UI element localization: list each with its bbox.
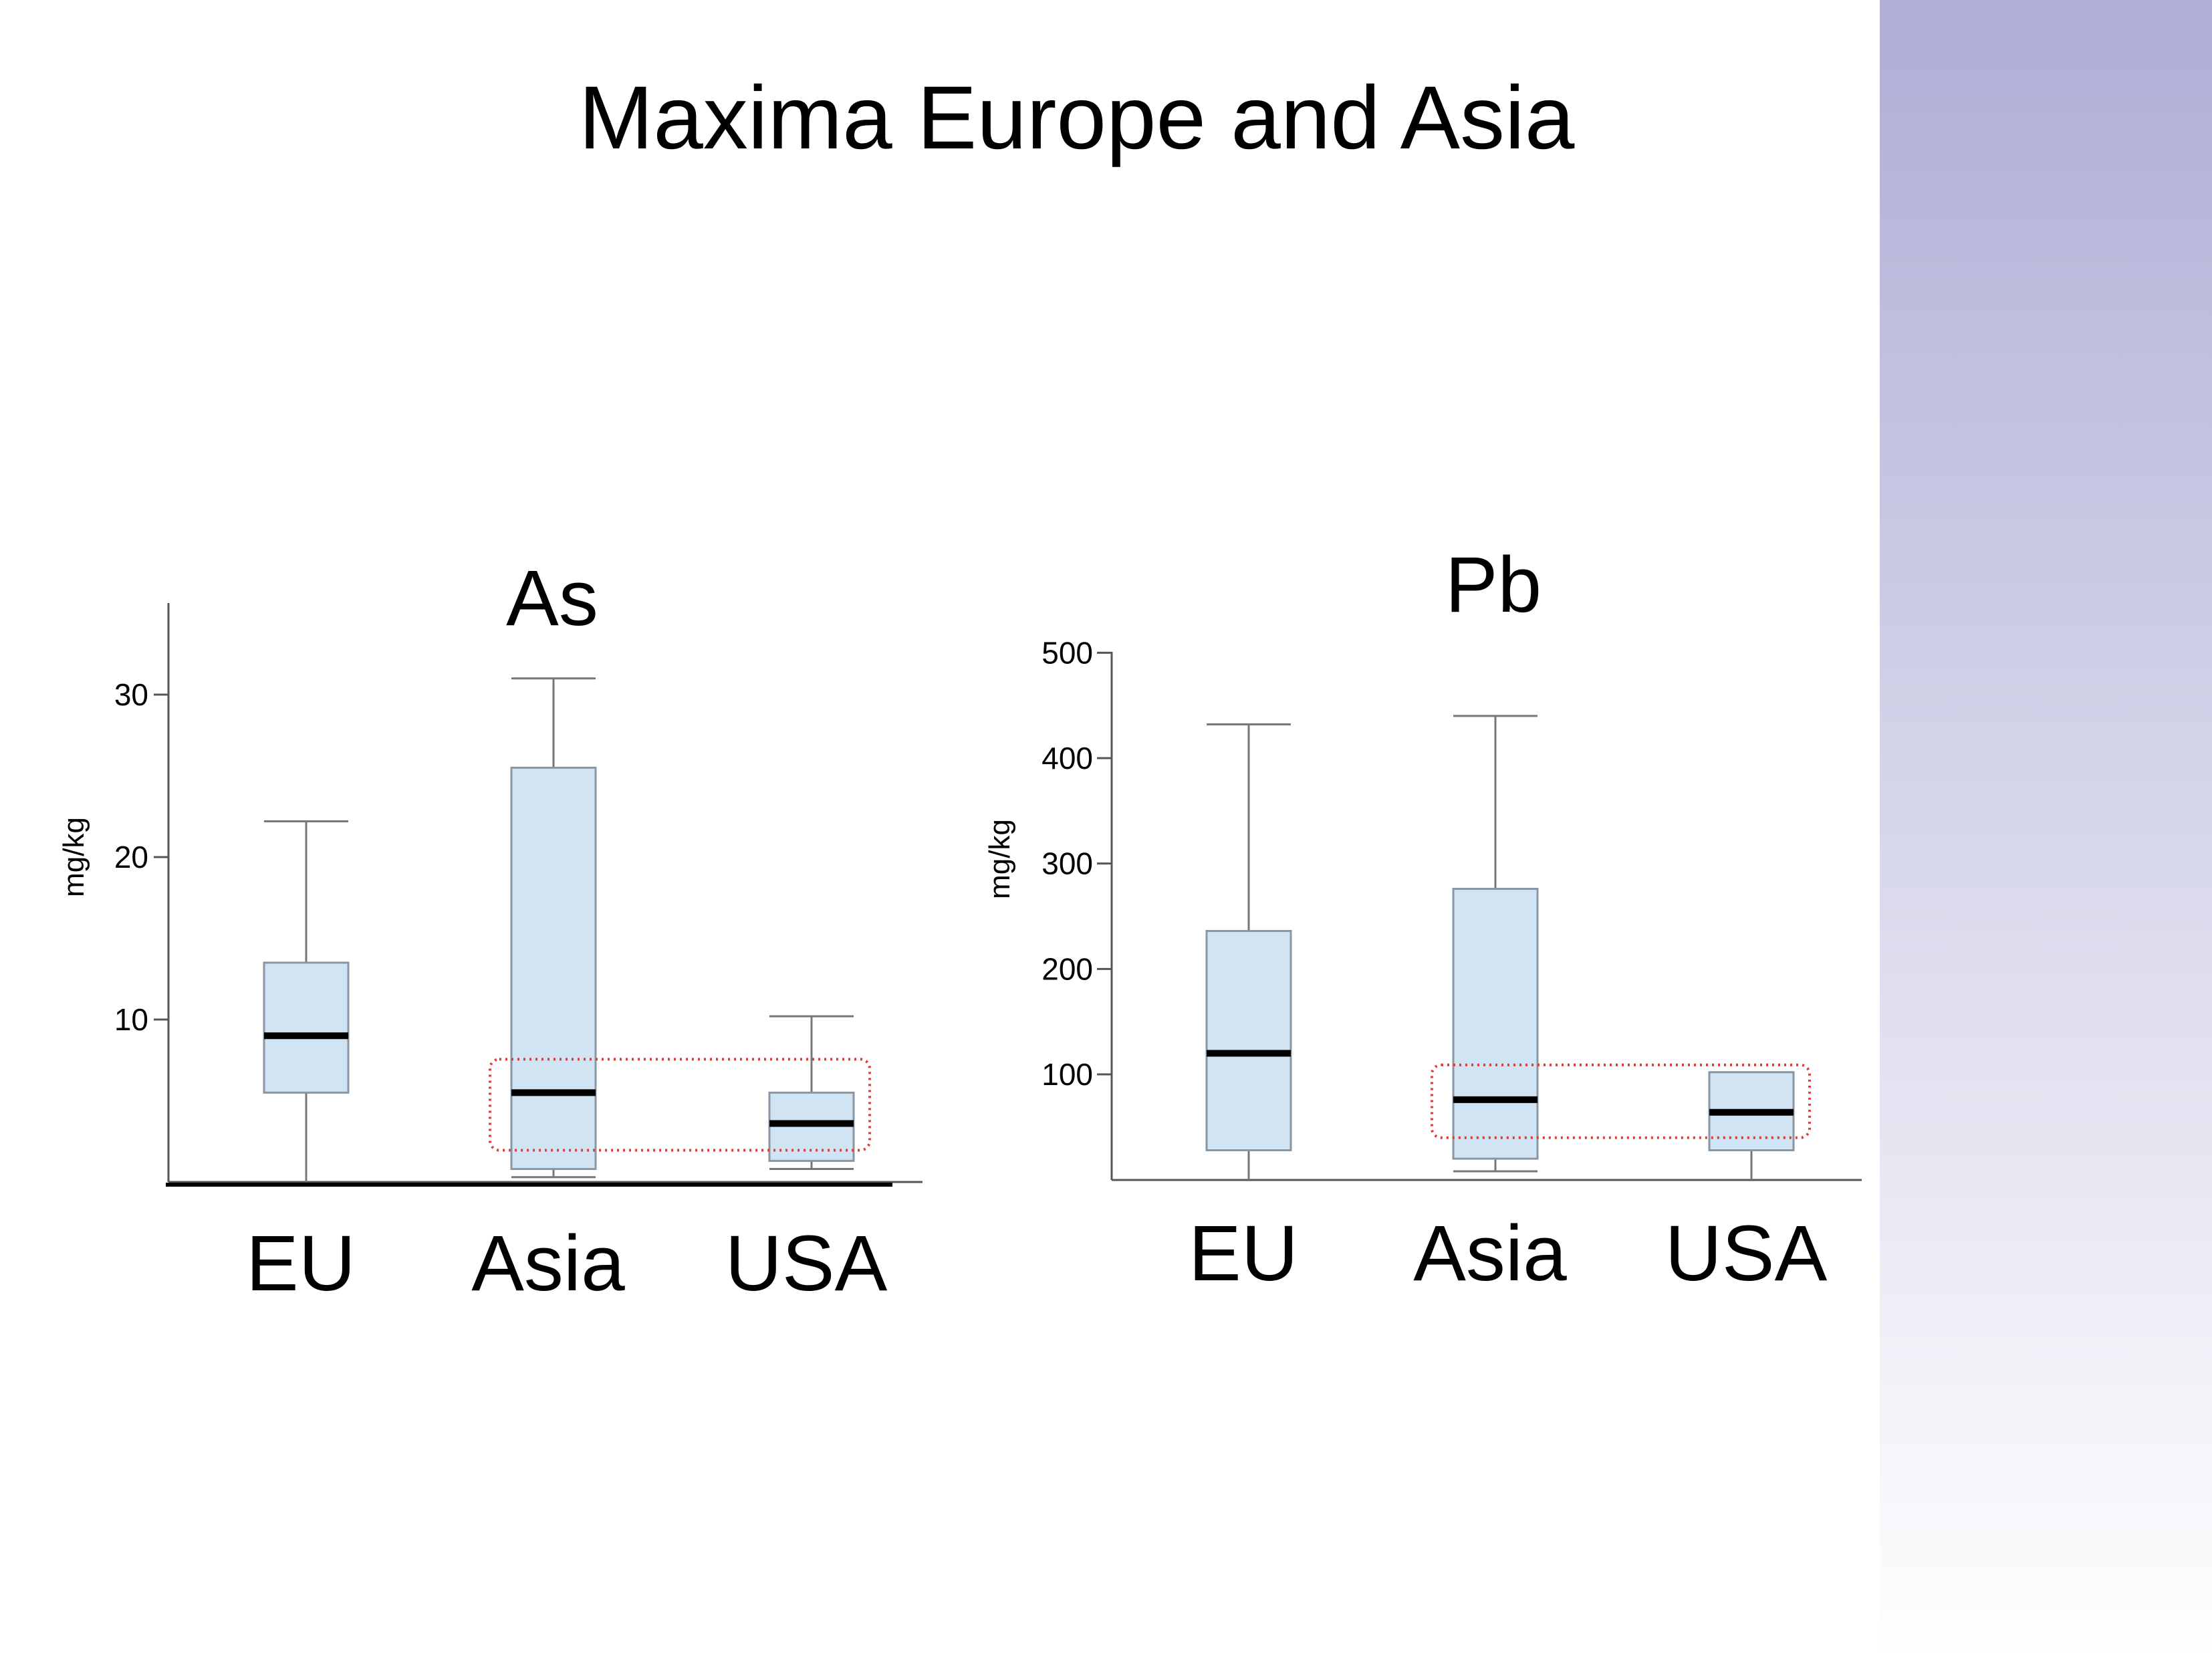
box-eu (1205, 723, 1292, 1180)
category-label: EU (246, 1219, 356, 1308)
decorative-side-band (1880, 0, 2212, 1658)
category-label: Asia (1413, 1209, 1567, 1298)
category-label: USA (1665, 1209, 1828, 1298)
highlight-box (1431, 1063, 1811, 1139)
category-label: Asia (471, 1219, 625, 1308)
chart-title: Pb (1445, 541, 1542, 629)
y-tick-label: 30 (114, 677, 148, 712)
y-tick-label: 500 (1041, 635, 1093, 670)
box-asia (510, 677, 597, 1179)
box-eu (263, 820, 350, 1182)
y-tick-label: 10 (114, 1002, 148, 1037)
y-axis-label: mg/kg (983, 819, 1016, 899)
y-tick-label: 20 (114, 840, 148, 874)
chart-title: As (506, 554, 598, 642)
iqr-box (1205, 930, 1292, 1152)
y-tick-label: 100 (1041, 1057, 1093, 1092)
y-tick-label: 200 (1041, 951, 1093, 986)
box-usa (768, 1015, 855, 1171)
slide-title: Maxima Europe and Asia (0, 74, 2212, 163)
y-tick-label: 400 (1041, 741, 1093, 776)
highlight-box (489, 1058, 871, 1152)
slide-title-text: Maxima Europe and Asia (578, 68, 1575, 168)
chart-panel-as: As 10 20 30 mg/kg EU Asia USA (57, 554, 923, 1308)
iqr-box (1452, 888, 1539, 1160)
box-asia (1452, 715, 1539, 1173)
box-usa (1708, 1071, 1795, 1180)
iqr-box (263, 961, 350, 1094)
chart-panel-pb: Pb 100 200 300 400 500 mg/kg EU Asia USA (983, 541, 1862, 1298)
y-axis-label: mg/kg (57, 817, 90, 897)
iqr-box (510, 766, 597, 1171)
y-tick-label: 300 (1041, 846, 1093, 881)
category-label: USA (725, 1219, 888, 1308)
category-label: EU (1189, 1209, 1298, 1298)
